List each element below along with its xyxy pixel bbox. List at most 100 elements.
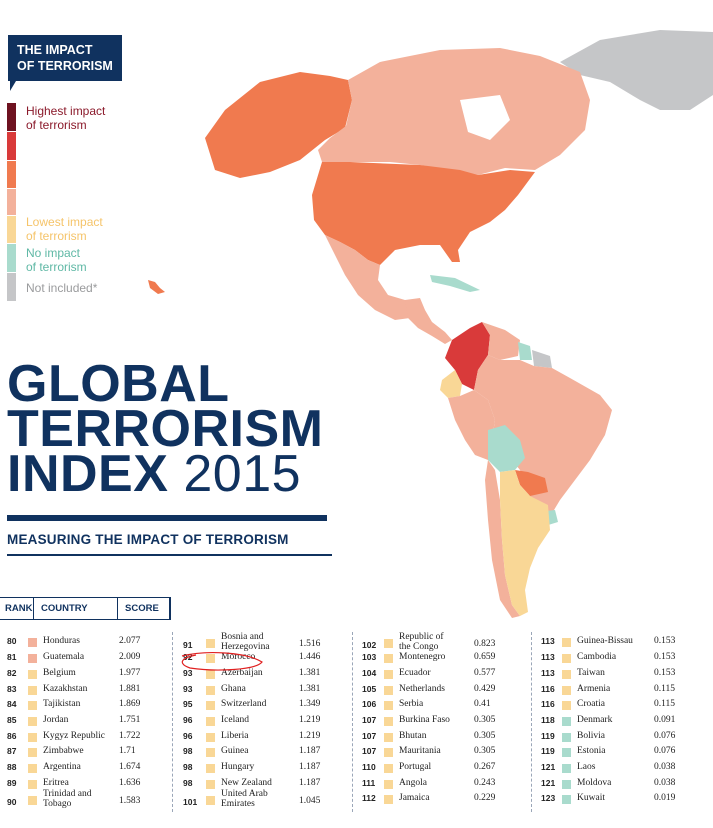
rank-cell: 116 [541, 684, 555, 694]
map-region-alaska [205, 72, 352, 178]
country-cell: Eritrea [43, 778, 69, 788]
title-line-3: INDEX [7, 445, 169, 503]
map-region-argentina [500, 470, 550, 616]
rank-cell: 107 [362, 731, 377, 741]
score-swatch [206, 701, 215, 710]
score-swatch [562, 670, 571, 679]
map-region-usa [312, 162, 535, 265]
rank-cell: 113 [541, 636, 555, 646]
map-region-bolivia [488, 425, 525, 472]
map-region-canada [318, 48, 590, 175]
map-region-mexico [325, 235, 425, 320]
country-cell: Tajikistan [43, 699, 81, 709]
score-swatch [384, 748, 393, 757]
score-swatch [28, 638, 37, 647]
rank-cell: 96 [183, 715, 193, 725]
score-swatch [206, 670, 215, 679]
score-cell: 0.229 [474, 793, 496, 803]
map-region-ecuador [440, 370, 462, 398]
score-swatch [384, 764, 393, 773]
title-rule [7, 515, 327, 521]
score-cell: 0.823 [474, 639, 496, 649]
rank-cell: 116 [541, 699, 555, 709]
country-cell: Bolivia [577, 731, 605, 741]
score-swatch [206, 748, 215, 757]
rank-cell: 85 [7, 715, 17, 725]
rank-cell: 96 [183, 731, 193, 741]
country-cell: United Arab Emirates [221, 789, 268, 809]
score-swatch [384, 733, 393, 742]
score-cell: 0.41 [474, 699, 491, 709]
rank-cell: 93 [183, 684, 193, 694]
map-region-brazil [474, 355, 612, 520]
country-cell: Laos [577, 762, 596, 772]
table-header: RANK COUNTRY SCORE [0, 597, 171, 620]
score-swatch [206, 764, 215, 773]
rank-cell: 113 [541, 652, 555, 662]
country-cell: Netherlands [399, 684, 445, 694]
country-cell: Montenegro [399, 652, 446, 662]
rank-cell: 87 [7, 746, 17, 756]
score-cell: 0.429 [474, 684, 496, 694]
score-cell: 0.115 [654, 699, 676, 709]
country-cell: Denmark [577, 715, 613, 725]
score-swatch [206, 686, 215, 695]
country-cell: Jordan [43, 715, 69, 725]
score-cell: 1.751 [119, 715, 141, 725]
country-cell: Kygyz Republic [43, 731, 106, 741]
score-cell: 0.659 [474, 652, 496, 662]
legend-swatch-medium [7, 161, 16, 188]
score-cell: 1.516 [299, 639, 321, 649]
map-region-guyanas [532, 350, 552, 368]
title-line-2: TERRORISM [7, 400, 324, 458]
score-swatch [562, 654, 571, 663]
score-cell: 0.019 [654, 793, 676, 803]
header-score: SCORE [118, 598, 170, 619]
rank-cell: 84 [7, 699, 17, 709]
rank-cell: 83 [7, 684, 17, 694]
score-swatch [384, 717, 393, 726]
score-cell: 0.153 [654, 636, 676, 646]
badge-line-2: OF TERRORISM [17, 59, 113, 73]
map-region-central-america [405, 300, 452, 344]
score-cell: 0.076 [654, 731, 676, 741]
legend-swatch-lowest [7, 216, 16, 243]
country-cell: Guinea-Bissau [577, 636, 633, 646]
rank-cell: 86 [7, 731, 17, 741]
map-region-venezuela [482, 322, 520, 360]
badge-tail [10, 81, 16, 91]
country-cell: Morocco [221, 652, 256, 662]
rank-cell: 81 [7, 652, 17, 662]
page-subtitle: MEASURING THE IMPACT OF TERRORISM [7, 532, 289, 547]
country-cell: Armenia [577, 684, 611, 694]
rank-cell: 98 [183, 746, 193, 756]
map-region-hudson-bay [460, 95, 510, 140]
score-swatch [384, 686, 393, 695]
score-cell: 0.091 [654, 715, 676, 725]
rank-cell: 91 [183, 640, 193, 650]
score-swatch [562, 638, 571, 647]
score-swatch [562, 733, 571, 742]
score-swatch [206, 654, 215, 663]
country-cell: New Zealand [221, 778, 272, 788]
rank-cell: 98 [183, 778, 193, 788]
country-cell: Jamaica [399, 793, 430, 803]
rank-cell: 95 [183, 699, 193, 709]
rank-cell: 88 [7, 762, 17, 772]
score-swatch [562, 717, 571, 726]
score-swatch [562, 764, 571, 773]
rank-cell: 110 [362, 762, 376, 772]
rank-cell: 119 [541, 731, 555, 741]
score-swatch [28, 670, 37, 679]
americas-map [148, 30, 713, 618]
score-cell: 1.446 [299, 652, 321, 662]
header-rank: RANK [0, 598, 34, 619]
column-divider [172, 632, 173, 812]
score-cell: 1.674 [119, 762, 141, 772]
rank-cell: 106 [362, 699, 377, 709]
score-swatch [384, 654, 393, 663]
score-swatch [28, 733, 37, 742]
rank-cell: 107 [362, 715, 377, 725]
country-cell: Liberia [221, 731, 249, 741]
rank-cell: 98 [183, 762, 193, 772]
